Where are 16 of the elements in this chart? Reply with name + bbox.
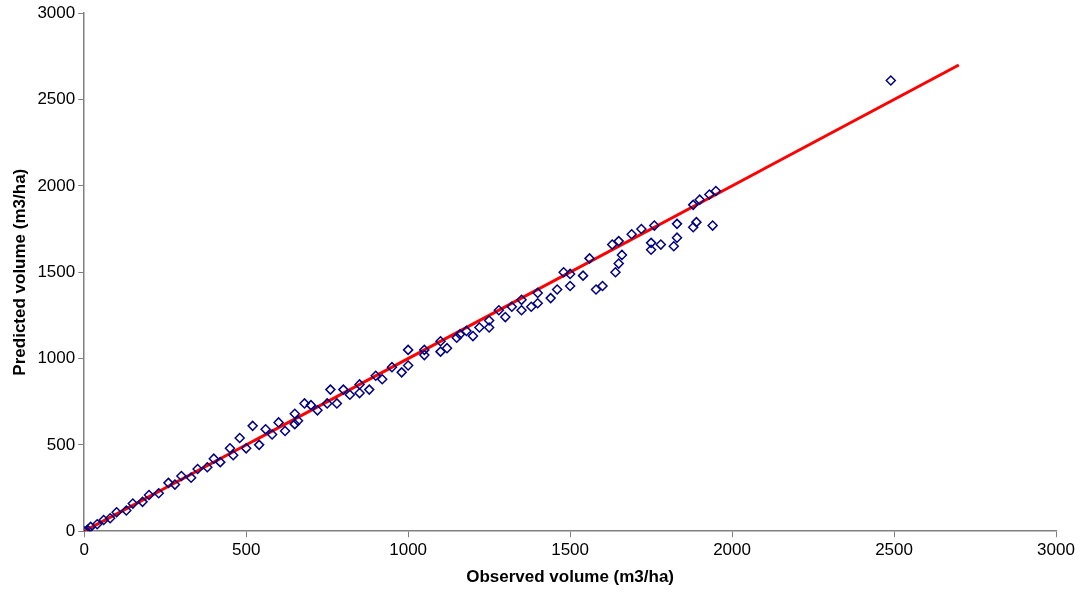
x-axis-title: Observed volume (m3/ha) — [466, 567, 675, 587]
y-tick-label: 1500 — [37, 261, 76, 281]
x-tick-label: 3000 — [1037, 540, 1075, 560]
y-tick-label: 2500 — [37, 89, 76, 109]
y-tick-label: 2000 — [37, 175, 76, 195]
x-tick-label: 1000 — [389, 540, 428, 560]
x-tick-label: 500 — [231, 540, 261, 560]
y-tick-label: 0 — [65, 520, 76, 540]
x-tick-label: 0 — [79, 540, 89, 560]
x-tick-label: 2000 — [713, 540, 751, 560]
x-tick-label: 2500 — [875, 540, 913, 560]
y-tick-label: 1000 — [37, 348, 76, 368]
y-axis-title: Predicted volume (m3/ha) — [9, 168, 29, 376]
y-tick-label: 3000 — [37, 2, 76, 22]
y-tick-label: 500 — [46, 434, 76, 454]
x-tick-label: 1500 — [551, 540, 590, 560]
